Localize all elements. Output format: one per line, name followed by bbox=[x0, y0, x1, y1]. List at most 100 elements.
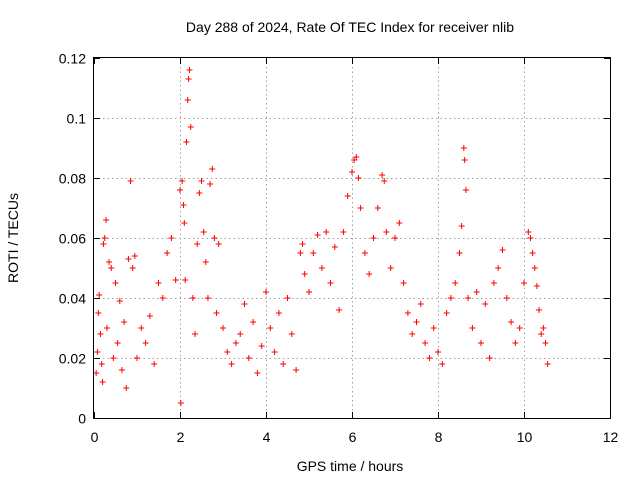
data-point bbox=[370, 235, 377, 241]
data-point bbox=[525, 229, 532, 235]
data-point bbox=[327, 280, 334, 286]
data-point bbox=[129, 265, 136, 271]
data-point bbox=[461, 157, 468, 163]
y-tick-label: 0.12 bbox=[59, 51, 86, 67]
data-point bbox=[228, 361, 235, 367]
data-point bbox=[460, 145, 467, 151]
data-point bbox=[118, 367, 125, 373]
data-point bbox=[379, 172, 386, 178]
data-point bbox=[458, 223, 465, 229]
data-point bbox=[186, 67, 193, 73]
data-point bbox=[106, 259, 113, 265]
data-point bbox=[99, 379, 106, 385]
data-point bbox=[114, 340, 121, 346]
y-tick-label: 0.06 bbox=[59, 231, 86, 247]
data-point bbox=[182, 277, 189, 283]
data-point bbox=[232, 340, 239, 346]
x-tick-label: 8 bbox=[435, 429, 443, 445]
y-tick-label: 0.08 bbox=[59, 171, 86, 187]
data-point bbox=[361, 250, 368, 256]
data-point bbox=[224, 349, 231, 355]
data-point bbox=[202, 259, 209, 265]
data-point bbox=[142, 340, 149, 346]
axis-ticks bbox=[94, 58, 611, 419]
data-point bbox=[254, 370, 261, 376]
data-point bbox=[134, 355, 140, 361]
data-point bbox=[508, 319, 515, 325]
data-point bbox=[512, 340, 519, 346]
data-point bbox=[435, 349, 441, 355]
data-point bbox=[121, 319, 128, 325]
data-point bbox=[538, 331, 545, 337]
data-point bbox=[409, 331, 416, 337]
data-point bbox=[192, 331, 199, 337]
data-point bbox=[271, 349, 278, 355]
data-point bbox=[404, 310, 411, 316]
x-tick-label: 12 bbox=[603, 429, 619, 445]
data-point bbox=[284, 295, 291, 301]
data-point bbox=[267, 325, 274, 331]
data-point bbox=[200, 229, 207, 235]
data-point bbox=[95, 310, 102, 316]
data-point bbox=[207, 181, 214, 187]
data-point bbox=[138, 325, 145, 331]
data-point bbox=[439, 361, 446, 367]
data-point bbox=[172, 277, 179, 283]
data-point bbox=[323, 229, 330, 235]
data-point bbox=[125, 256, 132, 262]
data-point bbox=[179, 178, 186, 184]
data-point bbox=[331, 244, 338, 250]
data-point bbox=[211, 235, 218, 241]
data-point bbox=[462, 187, 469, 193]
data-point bbox=[426, 355, 433, 361]
data-point bbox=[452, 280, 459, 286]
data-point bbox=[349, 169, 355, 175]
data-point bbox=[94, 349, 101, 355]
data-point bbox=[521, 280, 527, 286]
data-point bbox=[187, 124, 194, 130]
data-point bbox=[542, 340, 549, 346]
x-tick-label: 6 bbox=[349, 429, 357, 445]
data-point bbox=[177, 187, 183, 193]
data-point bbox=[196, 190, 203, 196]
data-point bbox=[456, 250, 463, 256]
data-point bbox=[516, 325, 523, 331]
y-tick-label: 0 bbox=[78, 411, 86, 427]
data-point bbox=[392, 235, 398, 241]
data-point bbox=[198, 178, 205, 184]
data-point bbox=[544, 361, 551, 367]
data-point bbox=[245, 355, 252, 361]
data-point bbox=[374, 205, 381, 211]
data-point bbox=[116, 298, 123, 304]
chart-title: Day 288 of 2024, Rate Of TEC Index for r… bbox=[186, 19, 514, 35]
data-point bbox=[413, 319, 420, 325]
data-point bbox=[422, 340, 429, 346]
x-tick-label: 10 bbox=[517, 429, 533, 445]
data-point bbox=[473, 289, 480, 295]
data-point bbox=[340, 229, 347, 235]
data-point bbox=[499, 247, 506, 253]
data-point bbox=[250, 319, 257, 325]
data-point bbox=[164, 250, 171, 256]
data-point bbox=[355, 175, 362, 181]
data-point bbox=[194, 241, 201, 247]
data-point bbox=[482, 301, 489, 307]
data-point bbox=[209, 166, 216, 172]
data-point bbox=[237, 331, 244, 337]
data-point bbox=[381, 178, 388, 184]
data-point bbox=[306, 289, 312, 295]
data-point bbox=[151, 361, 158, 367]
data-point bbox=[486, 355, 493, 361]
data-point bbox=[293, 367, 300, 373]
data-point bbox=[100, 241, 107, 247]
x-tick-label: 4 bbox=[263, 429, 271, 445]
data-point bbox=[220, 325, 226, 331]
data-point bbox=[215, 241, 222, 247]
data-point bbox=[123, 385, 130, 391]
data-point bbox=[314, 232, 321, 238]
data-point bbox=[177, 400, 184, 406]
data-point bbox=[344, 193, 351, 199]
data-point bbox=[297, 250, 304, 256]
data-point bbox=[108, 265, 115, 271]
